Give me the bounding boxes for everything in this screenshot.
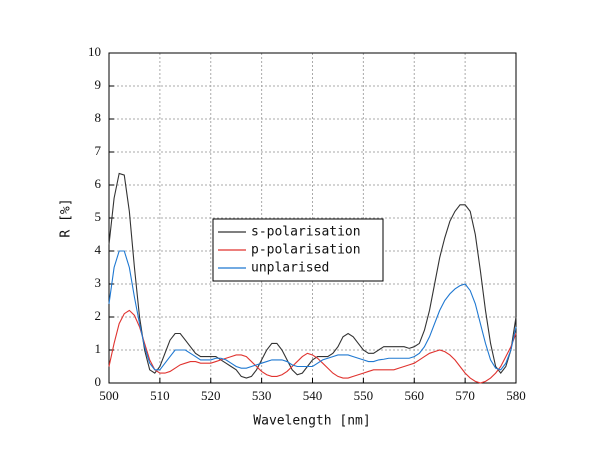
y-axis-title: R [%]: [59, 198, 74, 237]
legend-box: [212, 218, 384, 282]
x-tick-label: 580: [506, 388, 526, 403]
y-tick-label: 5: [95, 209, 102, 224]
y-tick-label: 9: [95, 77, 102, 92]
legend-label: unplarised: [251, 261, 329, 276]
series-line: [108, 172, 517, 379]
y-tick-label: 10: [88, 44, 101, 59]
x-tick-label: 520: [201, 388, 221, 403]
y-tick-label: 7: [95, 143, 102, 158]
y-tick-label: 1: [95, 341, 102, 356]
x-axis-title: Wavelength [nm]: [253, 414, 370, 429]
x-tick-label: 570: [455, 388, 475, 403]
y-tick-label: 2: [95, 308, 102, 323]
series-line: [108, 309, 517, 384]
x-tick-label: 550: [354, 388, 374, 403]
x-tick-label: 500: [99, 388, 119, 403]
y-tick-label: 3: [95, 275, 102, 290]
plot-frame: [108, 52, 517, 384]
y-tick-label: 6: [95, 176, 102, 191]
legend-label: p-polarisation: [251, 243, 361, 258]
series-line: [108, 250, 517, 371]
x-tick-label: 510: [150, 388, 170, 403]
legend-label: s-polarisation: [251, 225, 361, 240]
y-tick-label: 4: [95, 242, 102, 257]
x-tick-label: 540: [303, 388, 323, 403]
x-tick-label: 560: [405, 388, 425, 403]
y-tick-label: 8: [95, 110, 102, 125]
y-tick-label: 0: [95, 374, 102, 389]
x-tick-label: 530: [252, 388, 272, 403]
